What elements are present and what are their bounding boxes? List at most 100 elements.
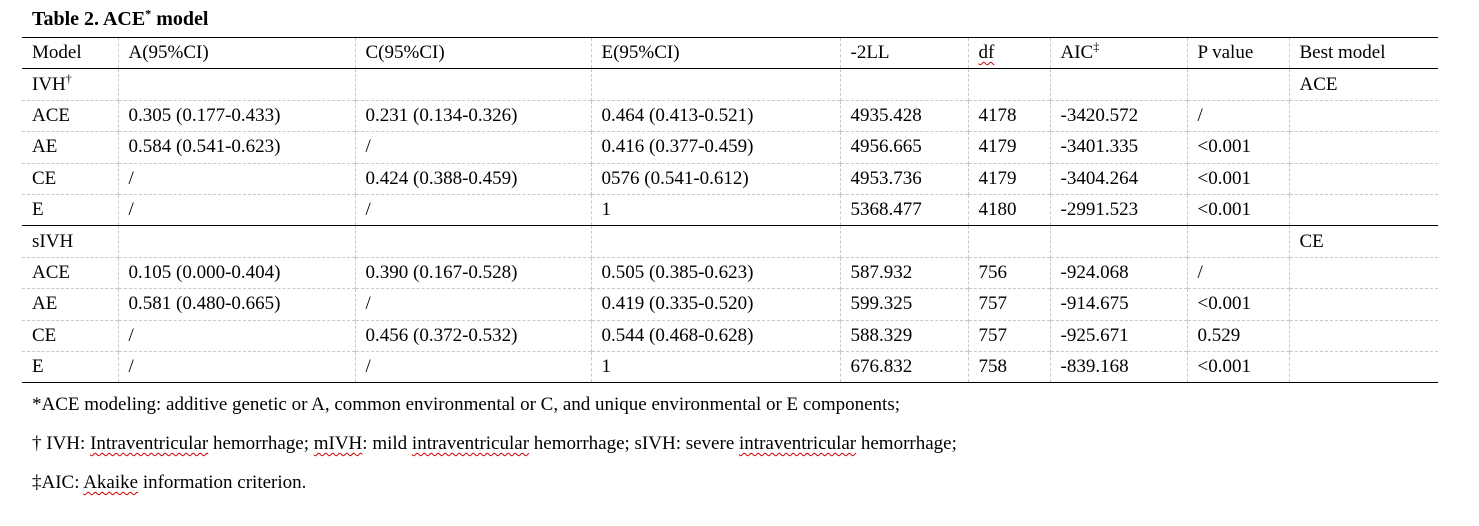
footnote-text: intraventricular xyxy=(411,433,530,454)
table-cell: 4180 xyxy=(967,193,1050,226)
table-cell: 588.329 xyxy=(839,319,968,352)
footnote-text: hemorrhage; xyxy=(856,433,957,454)
table-cell: sIVH xyxy=(22,225,118,258)
table-cell: 0.105 (0.000-0.404) xyxy=(117,256,355,289)
table-cell xyxy=(1288,256,1438,289)
table-cell: 0.464 (0.413-0.521) xyxy=(590,99,840,132)
table-cell: 0.419 (0.335-0.520) xyxy=(590,288,840,321)
table-cell xyxy=(117,68,355,101)
table-cell: <0.001 xyxy=(1186,162,1289,195)
footnote-text: hemorrhage; xyxy=(208,433,314,454)
data-table: Model A(95%CI) C(95%CI) E(95%CI) -2LL df AIC‡ P… xyxy=(22,36,1438,384)
table-cell: E(95%CI) xyxy=(590,36,840,70)
table-cell: 0.416 (0.377-0.459) xyxy=(590,131,840,164)
footnote-text: ‡AIC: xyxy=(32,472,84,493)
table-cell: 0.505 (0.385-0.623) xyxy=(590,256,840,289)
table-cell: 587.932 xyxy=(839,256,968,289)
table-title: Table 2. ACE* model xyxy=(32,6,209,31)
table-cell: 757 xyxy=(967,319,1050,352)
table-cell: 0.544 (0.468-0.628) xyxy=(590,319,840,352)
table-cell xyxy=(1049,68,1187,101)
title-rest: model xyxy=(151,8,209,30)
table-cell: 0.529 xyxy=(1186,319,1289,352)
table-cell xyxy=(590,225,840,258)
table-cell: 599.325 xyxy=(839,288,968,321)
table-cell xyxy=(590,68,840,101)
footnote-text: information criterion. xyxy=(138,472,307,493)
table-cell: -2991.523 xyxy=(1049,193,1187,226)
data-row: ACE 0.305 (0.177-0.433) 0.231 (0.134-0.326… xyxy=(22,99,1438,132)
table-cell: CE xyxy=(22,319,118,352)
table-cell: ACE xyxy=(1288,68,1438,101)
table-cell xyxy=(967,68,1050,101)
footnote-text: Intraventricular xyxy=(90,433,209,454)
table-cell xyxy=(1288,350,1438,384)
table-cell: / xyxy=(354,193,591,226)
cell-text: IVH xyxy=(32,73,66,95)
table-cell xyxy=(967,225,1050,258)
table-cell: Model xyxy=(22,36,118,70)
table-cell xyxy=(354,68,591,101)
title-sup: * xyxy=(145,6,152,21)
table-cell: ACE xyxy=(22,99,118,132)
table-cell: Best model xyxy=(1288,36,1438,70)
cell-sup: ‡ xyxy=(1093,39,1100,54)
table-cell: <0.001 xyxy=(1186,288,1289,321)
table-cell xyxy=(1288,131,1438,164)
table-cell: AE xyxy=(22,131,118,164)
table-cell: -2LL xyxy=(839,36,968,70)
table-cell: <0.001 xyxy=(1186,350,1289,384)
table-cell: <0.001 xyxy=(1186,193,1289,226)
table-cell: 758 xyxy=(967,350,1050,384)
table-cell xyxy=(354,225,591,258)
footnote-text: mIVH xyxy=(313,433,363,454)
table-cell: -914.675 xyxy=(1049,288,1187,321)
table-cell: / xyxy=(117,193,355,226)
table-cell: 0.231 (0.134-0.326) xyxy=(354,99,591,132)
title-text: Table 2. ACE xyxy=(32,8,146,30)
table-cell xyxy=(1288,99,1438,132)
table-cell: / xyxy=(354,288,591,321)
group-row: sIVH CE xyxy=(22,225,1438,258)
table-cell: / xyxy=(1186,256,1289,289)
table-cell: / xyxy=(117,350,355,384)
footnote: ‡AIC: Akaike information criterion. xyxy=(32,472,957,511)
footnote-text: *ACE modeling: additive genetic or A, co… xyxy=(32,394,901,415)
table-cell: AIC‡ xyxy=(1049,36,1187,70)
table-cell xyxy=(1186,225,1289,258)
table-cell xyxy=(839,68,968,101)
table-cell xyxy=(1049,225,1187,258)
footnote-text: Akaike xyxy=(83,472,139,493)
table-cell xyxy=(839,225,968,258)
table-cell: 1 xyxy=(590,193,840,226)
cell-text: AIC xyxy=(1060,42,1094,64)
table-cell: 4956.665 xyxy=(839,131,968,164)
data-row: CE/0.456 (0.372-0.532) 0.544 (0.468-0.628… xyxy=(22,319,1438,352)
table-cell xyxy=(1288,162,1438,195)
table-cell xyxy=(1288,193,1438,226)
table-cell: / xyxy=(117,162,355,195)
table-cell: E xyxy=(22,193,118,226)
table-cell: P value xyxy=(1186,36,1289,70)
group-row: IVH† ACE xyxy=(22,68,1438,101)
table-cell: E xyxy=(22,350,118,384)
table-cell: 0.584 (0.541-0.623) xyxy=(117,131,355,164)
footnote-text: intraventricular xyxy=(739,433,857,454)
table-cell: 0576 (0.541-0.612) xyxy=(590,162,840,195)
data-row: AE 0.581 (0.480-0.665)/0.419 (0.335-0.520… xyxy=(22,288,1438,321)
table-cell: A(95%CI) xyxy=(117,36,355,70)
table-cell xyxy=(1288,288,1438,321)
data-row: AE 0.584 (0.541-0.623)/0.416 (0.377-0.459… xyxy=(22,131,1438,164)
footnotes: *ACE modeling: additive genetic or A, co… xyxy=(32,394,957,511)
table-cell xyxy=(117,225,355,258)
table-cell: CE xyxy=(22,162,118,195)
table-cell: C(95%CI) xyxy=(354,36,591,70)
table-cell: 1 xyxy=(590,350,840,384)
footnote: † IVH: Intraventricular hemorrhage; mIVH… xyxy=(32,433,957,472)
table-cell: CE xyxy=(1288,225,1438,258)
footnote: *ACE modeling: additive genetic or A, co… xyxy=(32,394,957,433)
cell-sup: † xyxy=(65,71,72,86)
table-cell: / xyxy=(354,131,591,164)
table-cell: AE xyxy=(22,288,118,321)
